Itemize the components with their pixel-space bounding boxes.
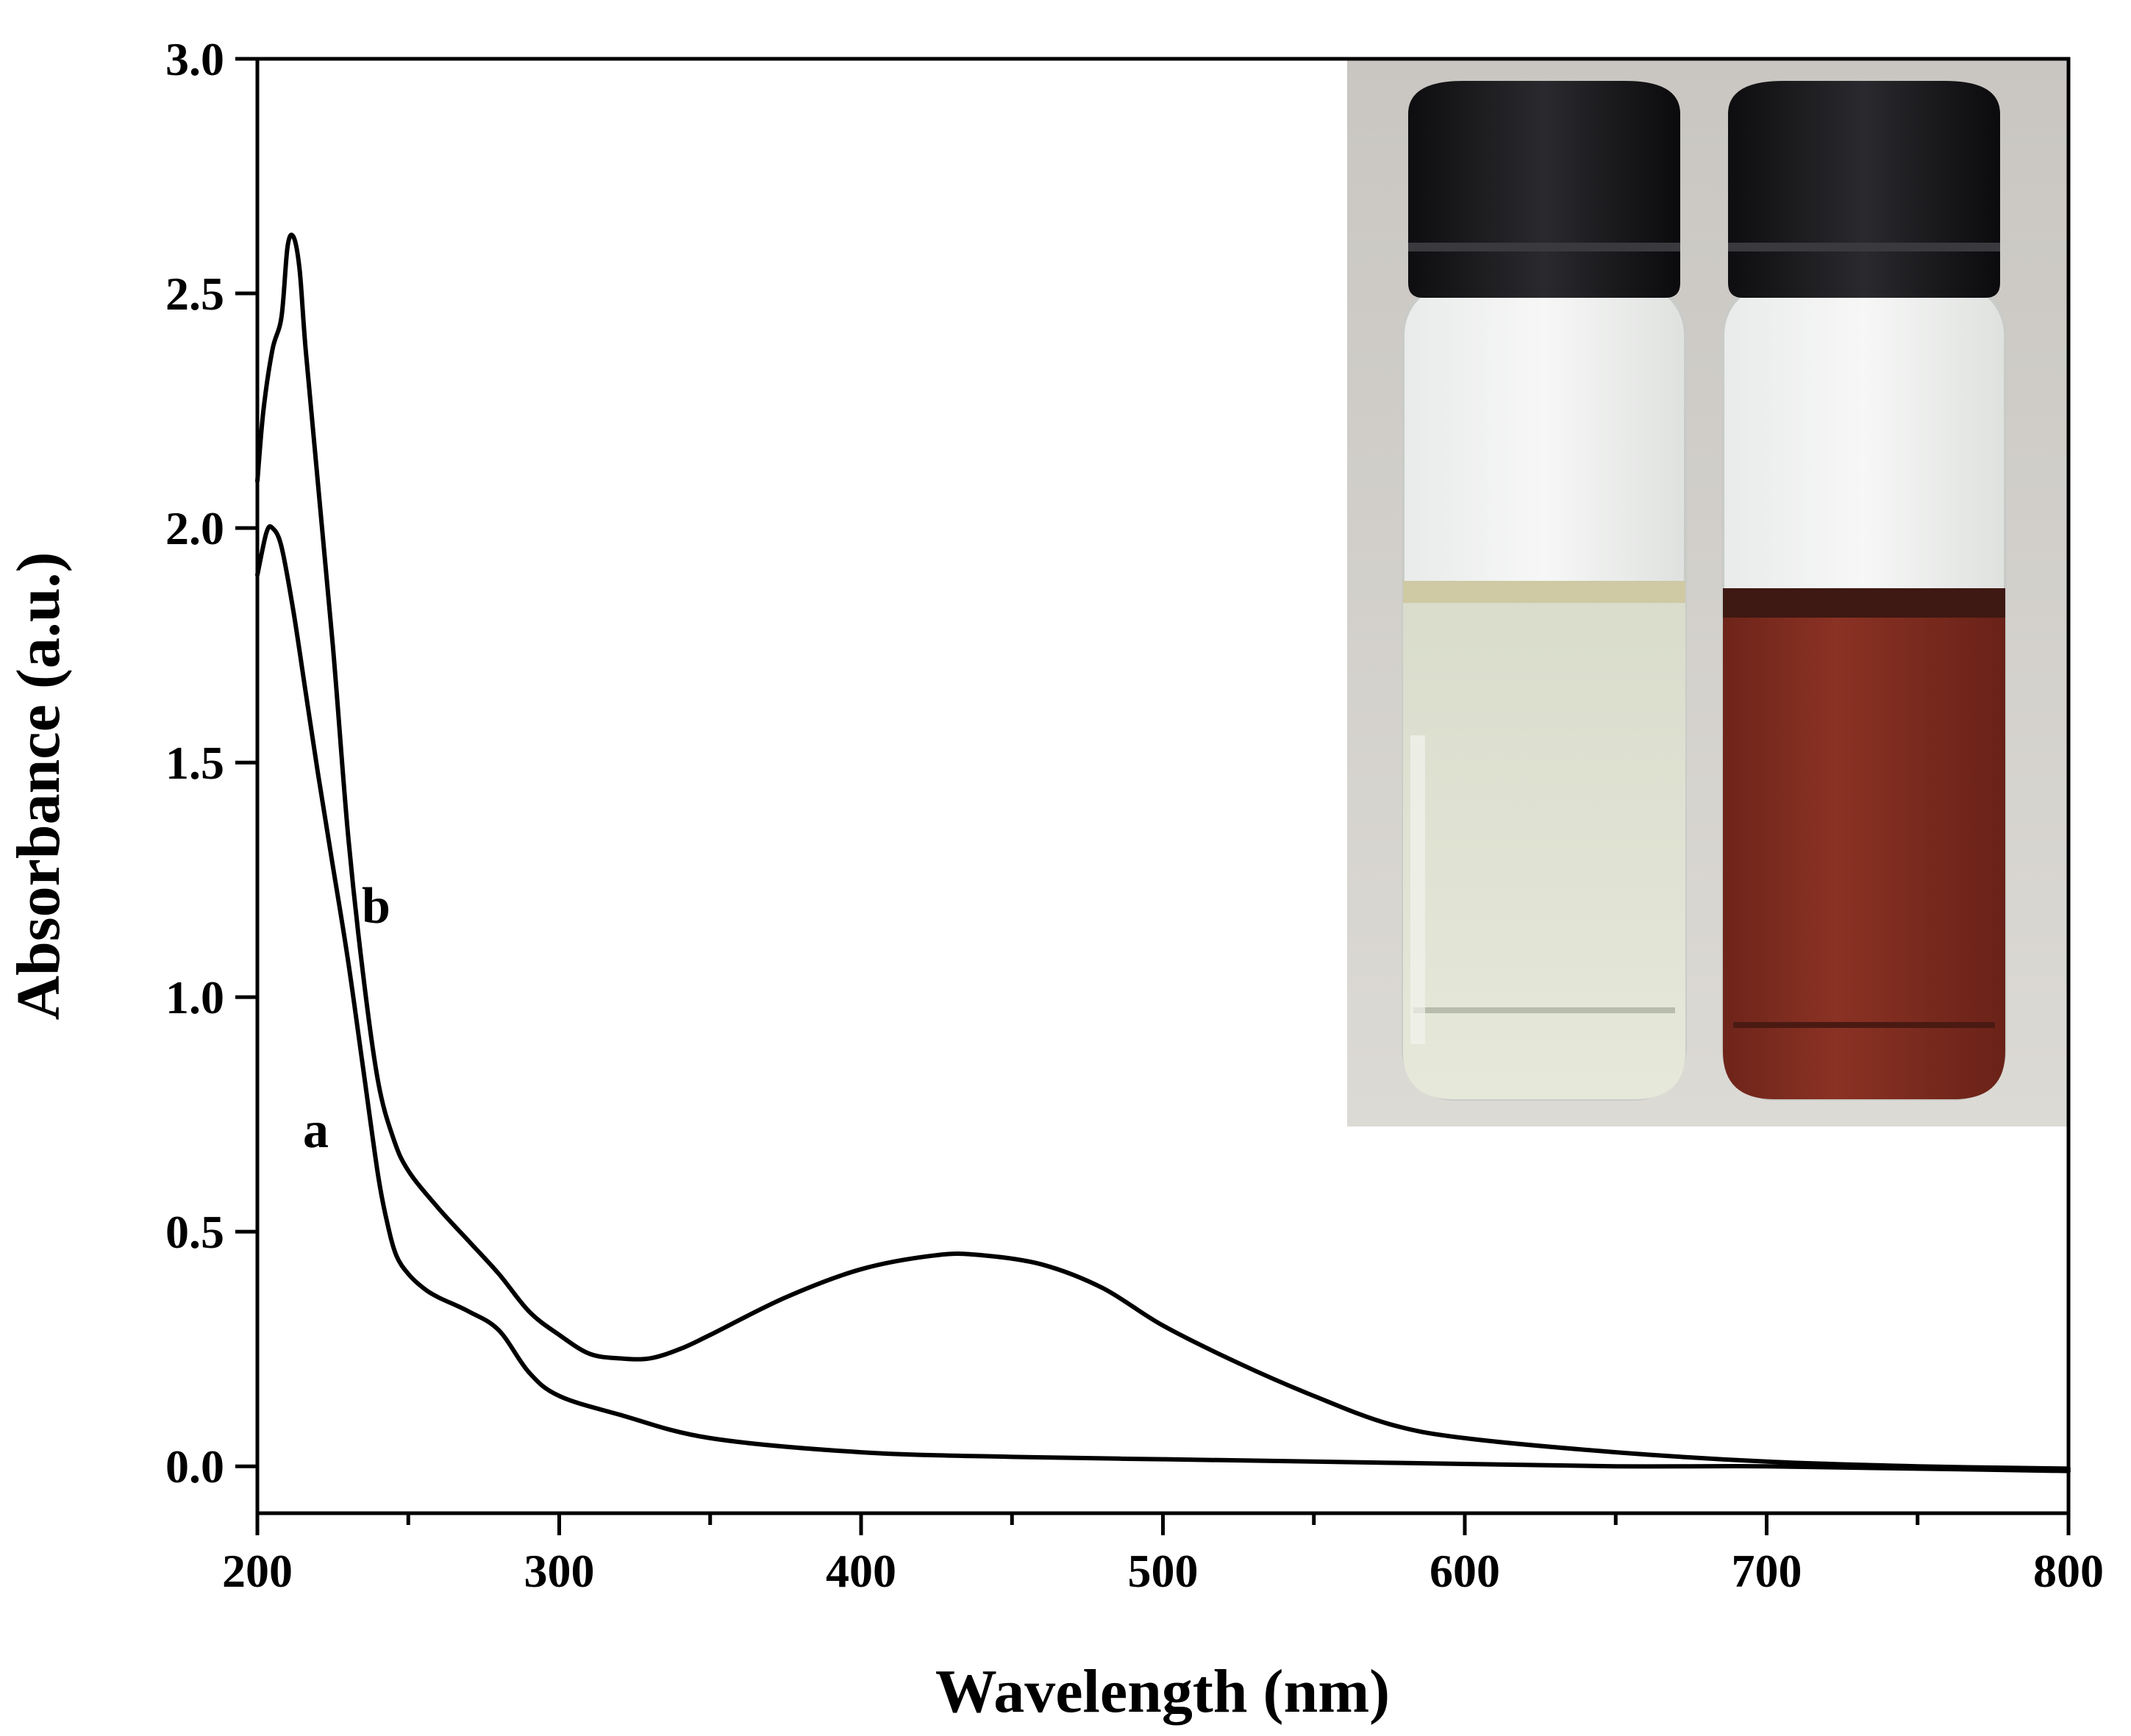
series-line-b — [255, 232, 2071, 1471]
vial-red-icon — [1721, 81, 2007, 1101]
vial-clear-icon — [1402, 81, 1687, 1101]
x-tick-label: 400 — [826, 1545, 896, 1597]
x-tick-label: 600 — [1429, 1545, 1500, 1597]
y-tick-label: 2.5 — [165, 268, 224, 320]
y-tick-label: 1.5 — [165, 737, 224, 789]
x-tick-label: 800 — [2033, 1545, 2104, 1597]
x-axis-title: Wavelength (nm) — [935, 1657, 1390, 1726]
y-tick-label: 1.0 — [165, 971, 224, 1024]
inset-photo-vials — [1347, 59, 2068, 1126]
x-tick-label: 700 — [1732, 1545, 1802, 1597]
y-tick-label: 3.0 — [165, 33, 224, 85]
x-tick-label: 300 — [524, 1545, 595, 1597]
plot-area: 200 300 400 500 600 700 800 0.0 0.5 1.0 1.5 2.0 2.5 3… — [165, 33, 2104, 1597]
y-axis-title: Absorbance (a.u.) — [4, 551, 73, 1020]
plot-frame — [255, 57, 2071, 1515]
series-line-a — [255, 524, 2071, 1474]
x-tick-label: 500 — [1128, 1545, 1199, 1597]
x-tick-label: 200 — [222, 1545, 293, 1597]
y-tick-label: 0.0 — [165, 1440, 224, 1493]
y-tick-label: 2.0 — [165, 502, 224, 554]
curve-label-b: b — [362, 878, 390, 935]
y-tick-label: 0.5 — [165, 1206, 224, 1258]
curve-label-a: a — [303, 1102, 329, 1159]
